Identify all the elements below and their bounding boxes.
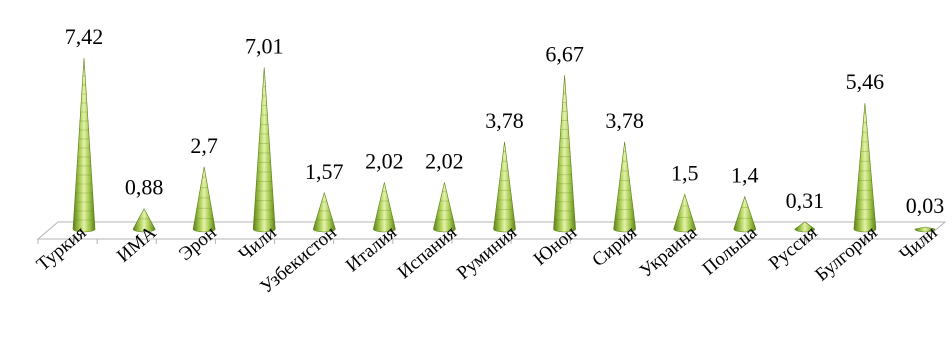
- data-label: 2,7: [190, 133, 218, 158]
- data-label: 0,03: [906, 193, 945, 218]
- cone-body: [673, 193, 697, 233]
- cone-bar: [794, 221, 816, 233]
- data-label: 2,02: [365, 148, 404, 173]
- cone-bar: [493, 141, 516, 233]
- data-label: 3,78: [485, 108, 524, 133]
- chart-value-labels: 7,42 0,88 2,7 7,01 1,57 2,02 2,02 3,78 6,67 3,78 1…: [65, 24, 945, 218]
- cone-bar: [373, 182, 396, 233]
- cone-bar: [72, 57, 96, 233]
- chart-bars: [72, 57, 936, 233]
- cone-body: [252, 67, 276, 233]
- data-label: 5,46: [846, 69, 885, 94]
- cone-bar: [132, 208, 156, 233]
- cone-body: [192, 166, 216, 233]
- cone-body: [373, 182, 396, 233]
- cone-bar: [312, 191, 336, 233]
- cone-bar: [733, 195, 757, 233]
- cone-bar: [252, 67, 276, 233]
- cone-bar: [553, 75, 576, 233]
- cone-body: [794, 221, 816, 233]
- cone-bar: [192, 166, 216, 233]
- cone-body: [613, 141, 636, 233]
- data-label: 1,4: [731, 163, 759, 188]
- data-label: 3,78: [605, 108, 644, 133]
- cone-body: [553, 75, 576, 233]
- cone-body: [72, 57, 96, 233]
- data-label: 0,31: [786, 188, 825, 213]
- cone-body: [914, 226, 936, 233]
- cone-bar: [673, 193, 697, 233]
- cone-body: [733, 195, 757, 233]
- cone-body: [433, 182, 456, 233]
- data-label: 7,42: [65, 24, 104, 49]
- data-label: 2,02: [425, 148, 464, 173]
- data-label: 7,01: [245, 33, 284, 58]
- cone-bar: [853, 103, 877, 233]
- cone-body: [493, 141, 516, 233]
- cone-bar: [613, 141, 636, 233]
- cone-bar: [433, 182, 456, 233]
- cone-body: [132, 208, 156, 233]
- data-label: 1,5: [671, 160, 699, 185]
- cone-bar: [914, 226, 936, 233]
- cone-body: [853, 103, 877, 233]
- data-label: 1,57: [305, 159, 344, 184]
- cone-body: [312, 191, 336, 233]
- data-label: 6,67: [545, 41, 584, 66]
- data-label: 0,88: [125, 175, 164, 200]
